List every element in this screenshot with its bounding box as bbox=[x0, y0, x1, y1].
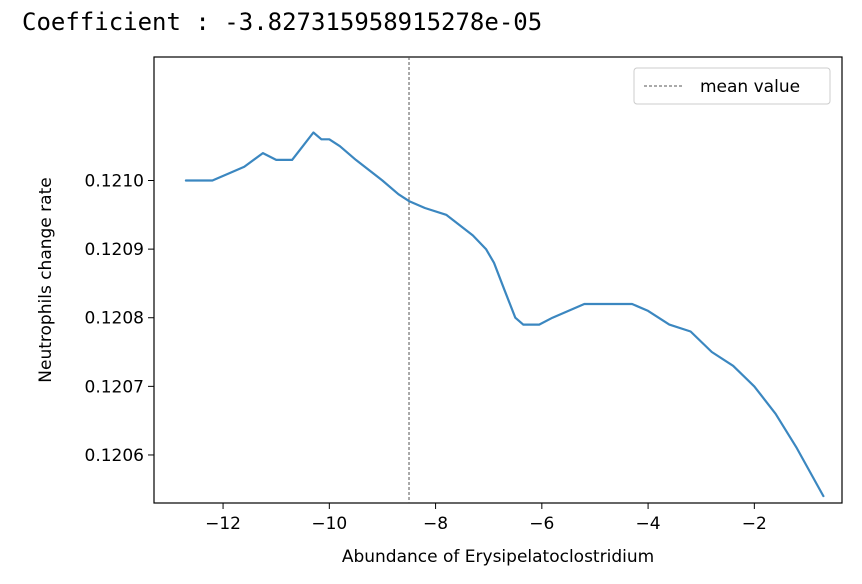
y-tick-label: 0.1210 bbox=[85, 172, 144, 192]
x-tick-label: −10 bbox=[311, 514, 347, 534]
y-axis-ticks: 0.1206 0.1207 0.1208 0.1209 0.1210 bbox=[85, 172, 154, 466]
x-tick-label: −4 bbox=[636, 514, 661, 534]
y-tick-label: 0.1206 bbox=[85, 446, 144, 466]
y-axis-label: Neutrophils change rate bbox=[36, 177, 56, 382]
x-tick-label: −12 bbox=[205, 514, 241, 534]
x-tick-label: −6 bbox=[529, 514, 554, 534]
legend: mean value bbox=[633, 67, 831, 105]
legend-box bbox=[633, 67, 831, 105]
y-tick-label: 0.1209 bbox=[85, 240, 144, 260]
legend-label-mean-value: mean value bbox=[700, 77, 800, 97]
y-tick-label: 0.1208 bbox=[85, 309, 144, 329]
x-axis-ticks: −12 −10 −8 −6 −4 −2 bbox=[205, 503, 767, 534]
x-tick-label: −8 bbox=[423, 514, 448, 534]
plot-frame bbox=[153, 56, 843, 504]
y-tick-label: 0.1207 bbox=[85, 377, 144, 397]
x-tick-label: −2 bbox=[742, 514, 767, 534]
series-line bbox=[184, 131, 825, 498]
x-axis-label: Abundance of Erysipelatoclostridium bbox=[342, 547, 654, 567]
coefficient-readout: Coefficient : -3.827315958915278e-05 bbox=[22, 8, 543, 36]
